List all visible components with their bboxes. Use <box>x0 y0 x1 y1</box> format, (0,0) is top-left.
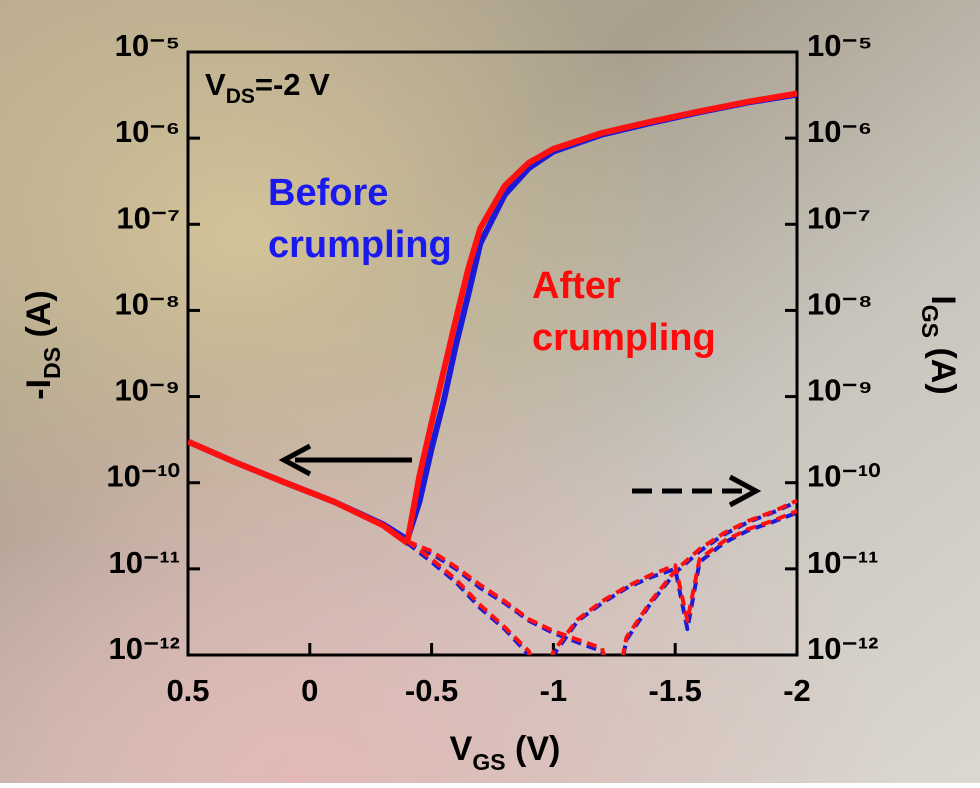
annotation-before: Before <box>268 172 388 214</box>
y2-title-sub: GS <box>917 305 943 338</box>
y2-tick-label: 10⁻⁹ <box>807 373 873 408</box>
y-tick-label: 10⁻¹¹ <box>109 545 181 580</box>
y2-tick-label: 10⁻⁵ <box>807 28 872 63</box>
y2-tick-label: 10⁻⁸ <box>807 286 873 321</box>
annotation-after: crumpling <box>532 317 716 359</box>
y-title-main: -I <box>20 379 58 400</box>
x-tick-label: -2 <box>783 673 811 708</box>
y-tick-label: 10⁻⁹ <box>114 373 180 408</box>
page: 0.5 0 -0.5 -1 -1.5 -2 10⁻⁵ 10⁻⁶ 10⁻⁷ 10⁻⁸ 10⁻⁹ 10⁻¹… <box>0 0 980 783</box>
y-tick-label: 10⁻⁸ <box>115 286 181 321</box>
x-tick-label: -0.5 <box>405 673 458 708</box>
y2-tick-label: 10⁻⁷ <box>807 200 871 235</box>
y2-tick-label: 10⁻¹² <box>807 631 879 666</box>
y2-tick-label: 10⁻¹¹ <box>807 545 879 580</box>
x-tick-label: 0 <box>301 673 318 708</box>
y-tick-label: 10⁻⁵ <box>115 28 180 63</box>
condition-main: V <box>205 67 226 102</box>
x-title-sub: GS <box>472 749 505 775</box>
y-tick-label: 10⁻¹⁰ <box>106 459 180 494</box>
y2-title-main: I <box>924 295 962 304</box>
y-tick-label: 10⁻⁷ <box>116 200 180 235</box>
condition-rest: =-2 V <box>255 67 330 102</box>
y-title-sub: DS <box>39 347 65 379</box>
y-tick-label: 10⁻⁶ <box>115 114 180 149</box>
annotation-before: crumpling <box>268 224 452 266</box>
y-title-rest: (A) <box>20 290 58 347</box>
condition-sub: DS <box>226 85 255 108</box>
y2-tick-label: 10⁻⁶ <box>807 114 872 149</box>
annotation-after: After <box>532 265 621 307</box>
x-tick-label: 0.5 <box>166 673 209 708</box>
condition-label: VDS=-2 V <box>205 67 330 108</box>
y2-tick-label: 10⁻¹⁰ <box>807 459 881 494</box>
x-tick-label: -1.5 <box>648 673 701 708</box>
y-tick-label: 10⁻¹² <box>109 631 181 666</box>
chart: 0.5 0 -0.5 -1 -1.5 -2 10⁻⁵ 10⁻⁶ 10⁻⁷ 10⁻⁸ 10⁻⁹ 10⁻¹… <box>0 0 980 783</box>
x-title-main: V <box>450 730 473 768</box>
y2-title-rest: (A) <box>924 338 962 395</box>
x-title-rest: (V) <box>506 730 561 768</box>
x-tick-label: -1 <box>540 673 568 708</box>
